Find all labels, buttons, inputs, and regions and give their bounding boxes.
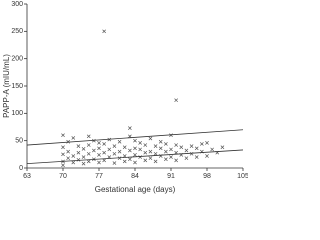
point bbox=[174, 143, 178, 147]
x-axis-label: Gestational age (days) bbox=[95, 185, 176, 194]
point bbox=[86, 151, 91, 156]
point bbox=[220, 145, 225, 150]
point bbox=[66, 156, 70, 161]
point bbox=[153, 151, 158, 156]
point bbox=[86, 143, 91, 147]
point bbox=[97, 153, 101, 157]
point bbox=[194, 155, 199, 159]
point bbox=[81, 161, 86, 166]
point bbox=[133, 160, 137, 165]
point bbox=[174, 98, 178, 103]
point bbox=[76, 157, 81, 162]
point bbox=[112, 161, 117, 165]
point bbox=[164, 149, 168, 154]
point bbox=[143, 143, 148, 147]
point bbox=[200, 142, 204, 146]
point bbox=[164, 157, 168, 162]
point bbox=[205, 141, 209, 145]
point bbox=[138, 147, 142, 152]
x-tick-label: 77 bbox=[95, 173, 103, 180]
point bbox=[102, 150, 106, 155]
point bbox=[179, 145, 184, 150]
point bbox=[158, 146, 163, 151]
reference-line bbox=[26, 129, 244, 146]
point bbox=[107, 147, 112, 152]
point bbox=[112, 144, 117, 148]
point bbox=[128, 126, 132, 130]
y-tick-label: 100 bbox=[11, 110, 23, 117]
point bbox=[143, 158, 148, 163]
reference-line bbox=[26, 149, 244, 165]
point bbox=[133, 138, 137, 143]
point bbox=[86, 134, 91, 139]
point bbox=[61, 145, 65, 150]
point bbox=[71, 154, 76, 158]
point bbox=[97, 146, 101, 151]
point bbox=[128, 157, 132, 162]
point bbox=[148, 136, 153, 141]
point bbox=[92, 148, 96, 153]
point bbox=[169, 147, 173, 152]
point bbox=[148, 156, 153, 161]
point bbox=[97, 141, 101, 145]
point bbox=[81, 155, 86, 159]
point bbox=[133, 146, 137, 151]
point bbox=[102, 158, 106, 163]
chart: Gestational age (days) PAPP-A (mIU/mL) 0… bbox=[2, 1, 248, 194]
point bbox=[76, 144, 81, 148]
point bbox=[112, 151, 117, 156]
point bbox=[138, 141, 142, 145]
point bbox=[205, 154, 209, 158]
point bbox=[61, 133, 65, 138]
point bbox=[61, 163, 65, 168]
point bbox=[86, 159, 91, 164]
y-tick-label: 200 bbox=[11, 56, 23, 63]
x-tick-label: 70 bbox=[59, 173, 67, 180]
y-tick-label: 300 bbox=[11, 1, 23, 8]
point bbox=[189, 144, 194, 148]
point bbox=[122, 145, 127, 150]
y-tick-label: 150 bbox=[11, 83, 23, 90]
point bbox=[153, 144, 158, 148]
point bbox=[158, 139, 163, 144]
point bbox=[184, 148, 189, 153]
point bbox=[133, 153, 137, 157]
y-tick-label: 0 bbox=[19, 165, 23, 172]
point bbox=[194, 146, 199, 151]
point bbox=[122, 159, 127, 164]
page: Gestational age (days) PAPP-A (mIU/mL) 0… bbox=[2, 0, 248, 195]
point bbox=[153, 159, 158, 164]
point bbox=[169, 155, 173, 159]
point bbox=[174, 158, 178, 163]
point bbox=[71, 160, 76, 165]
point bbox=[148, 149, 153, 154]
point bbox=[66, 149, 70, 154]
y-tick-label: 50 bbox=[15, 138, 23, 145]
point bbox=[102, 142, 106, 146]
point bbox=[117, 149, 122, 154]
x-tick-label: 98 bbox=[203, 173, 211, 180]
point bbox=[71, 136, 76, 140]
y-tick-label: 250 bbox=[11, 28, 23, 35]
x-tick-label: 105 bbox=[237, 173, 248, 180]
point bbox=[128, 148, 132, 153]
point bbox=[164, 142, 168, 146]
point bbox=[81, 147, 86, 151]
point bbox=[143, 150, 148, 155]
point bbox=[117, 139, 122, 144]
point bbox=[189, 151, 194, 156]
x-tick-label: 91 bbox=[167, 173, 175, 180]
point bbox=[210, 147, 214, 152]
y-axis-label: PAPP-A (mIU/mL) bbox=[2, 54, 11, 118]
point bbox=[76, 150, 81, 155]
point bbox=[138, 155, 142, 159]
x-tick-label: 84 bbox=[131, 173, 139, 180]
point bbox=[184, 156, 189, 161]
point bbox=[102, 29, 106, 34]
point bbox=[97, 160, 101, 165]
x-tick-label: 63 bbox=[23, 173, 31, 180]
point bbox=[61, 152, 65, 157]
